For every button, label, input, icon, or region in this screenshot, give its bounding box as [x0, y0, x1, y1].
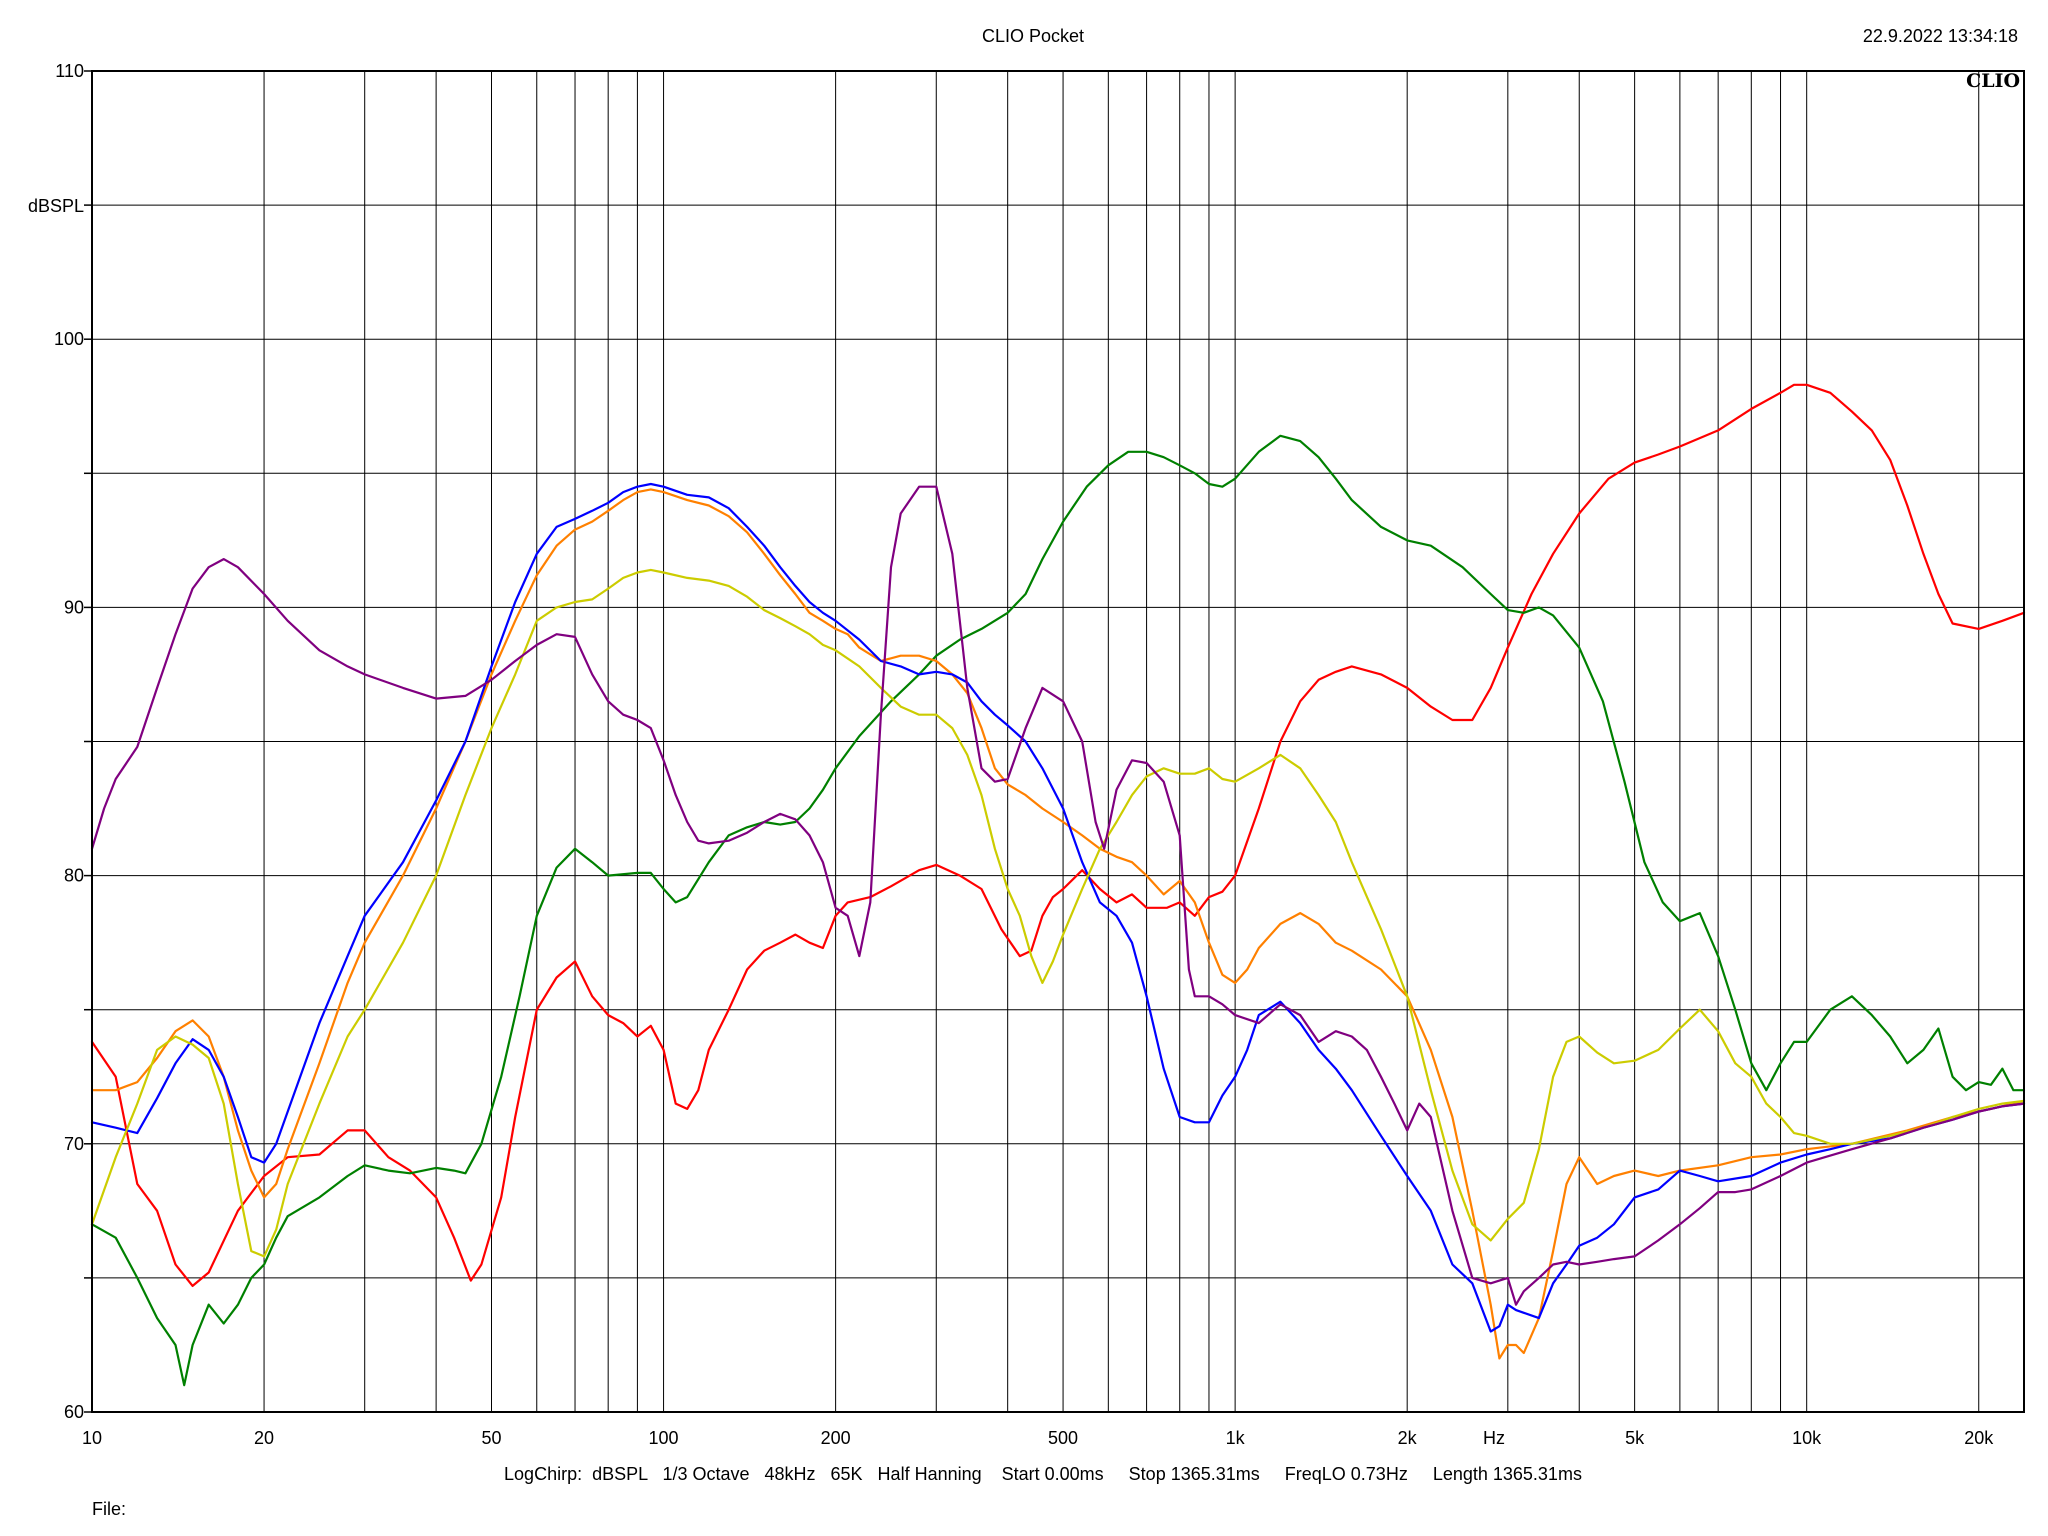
grid	[92, 71, 2024, 1412]
y-tick-labels: 60 70 80 90 100 110	[54, 61, 92, 1422]
series-line-5	[90, 568, 2026, 1258]
x-tick-label: 2k	[1398, 1428, 1418, 1448]
y-tick-label: 60	[64, 1402, 84, 1422]
chart-title: CLIO Pocket	[982, 26, 1084, 46]
x-tick-label: 10	[82, 1428, 102, 1448]
x-tick-label: 20	[254, 1428, 274, 1448]
x-tick-label: 200	[821, 1428, 851, 1448]
y-tick-label: 110	[55, 61, 84, 81]
x-tick-label: 1k	[1226, 1428, 1246, 1448]
series-group	[90, 383, 2026, 1387]
y-tick-label: 80	[64, 866, 84, 886]
x-tick-label: 100	[649, 1428, 679, 1448]
series-line-2	[90, 434, 2026, 1387]
y-axis-label: dBSPL	[28, 196, 84, 216]
y-tick-label: 100	[54, 329, 84, 349]
x-tick-label: 5k	[1625, 1428, 1645, 1448]
series-line-3	[90, 488, 2026, 1360]
y-tick-label: 90	[64, 597, 84, 617]
timestamp: 22.9.2022 13:34:18	[1863, 26, 2018, 46]
y-tick-label: 70	[64, 1134, 84, 1154]
x-axis-label: Hz	[1483, 1428, 1505, 1448]
x-tick-label: 500	[1048, 1428, 1078, 1448]
file-label: File:	[92, 1499, 126, 1519]
x-tick-label: 10k	[1792, 1428, 1822, 1448]
series-line-1	[90, 383, 2026, 1287]
x-tick-label: 50	[481, 1428, 501, 1448]
clio-logo: CLIO	[1966, 70, 2020, 92]
measurement-settings: LogChirp: dBSPL 1/3 Octave 48kHz 65K Hal…	[504, 1464, 1582, 1484]
series-line-6	[90, 485, 2026, 1306]
series-line-4	[90, 482, 2026, 1333]
x-tick-labels: 10 20 50 100 200 500 1k 2k 5k 10k 20k	[82, 1428, 1994, 1448]
x-tick-label: 20k	[1964, 1428, 1994, 1448]
